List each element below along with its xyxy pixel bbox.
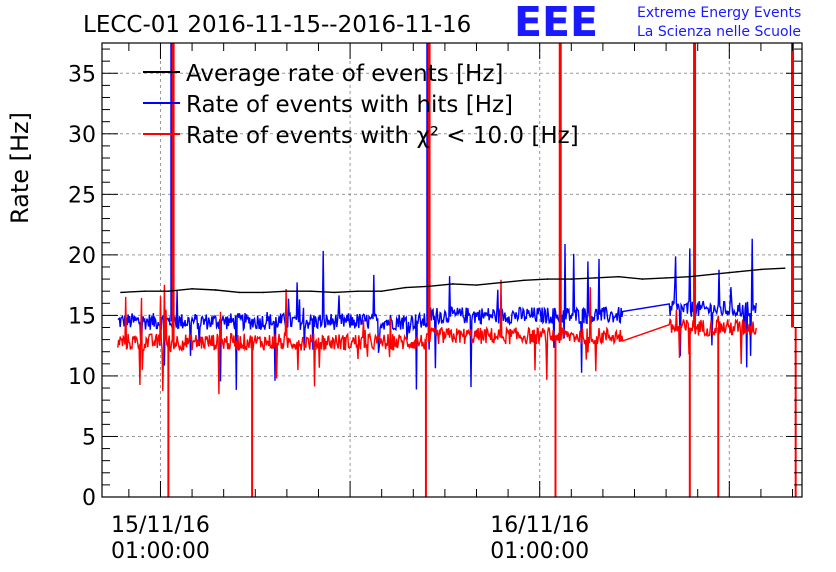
x-tick-label-time: 01:00:00 [111,539,210,564]
average-point [783,267,786,269]
average-point [191,287,193,290]
average-point [357,290,359,292]
average-point [380,290,383,292]
y-tick-label: 30 [68,123,96,148]
legend-label-chi2: Rate of events with χ² < 10.0 [Hz] [186,123,579,149]
average-point [499,281,501,284]
average-point [736,271,739,273]
plot-frame [101,42,803,498]
y-tick-label: 15 [68,304,96,329]
legend-label-average: Average rate of events [Hz] [186,61,503,87]
legend: Average rate of events [Hz] Rate of even… [143,61,579,149]
x-tick-label-date: 16/11/16 [490,513,589,538]
average-point [689,275,691,278]
y-tick-label: 10 [68,365,96,390]
average-point [570,278,573,280]
series-line-chi2 [117,279,757,395]
average-point [712,273,715,276]
y-tick-label: 0 [82,486,96,511]
average-point [404,286,407,289]
series-line-average [120,267,785,294]
branding-line2: La Scienza nelle Scuole [637,24,801,40]
average-point [428,285,430,288]
average-point [760,268,762,271]
average-point [333,291,336,294]
axis-ticks: 0510152025303515/11/1601:00:0016/11/1601… [68,43,802,564]
average-point [309,290,312,292]
legend-label-hits: Rate of events with hits [Hz] [186,92,513,118]
average-point [262,291,264,294]
average-point [594,277,596,279]
average-point [641,278,644,280]
chart-title: LECC-01 2016-11-15--2016-11-16 [83,12,471,38]
y-tick-label: 35 [68,62,96,87]
average-point [451,283,454,285]
average-point [238,291,241,294]
average-point [617,275,620,278]
y-tick-label: 5 [82,425,96,450]
y-axis-label: Rate [Hz] [6,112,34,224]
average-point [143,290,146,292]
branding-line1: Extreme Energy Events [637,5,801,21]
eee-logo: EEE [514,0,598,46]
average-point [167,290,170,292]
y-tick-label: 25 [68,183,96,208]
series-layer [117,43,797,497]
x-tick-label-date: 15/11/16 [111,513,210,538]
y-tick-label: 20 [68,244,96,269]
average-point [665,277,667,279]
average-point [120,291,122,294]
x-tick-label-time: 01:00:00 [490,539,589,564]
average-point [286,290,288,292]
average-point [214,289,217,291]
average-point [475,284,478,286]
series-line-hits [117,238,757,390]
average-point [523,279,525,282]
average-point [546,278,549,280]
